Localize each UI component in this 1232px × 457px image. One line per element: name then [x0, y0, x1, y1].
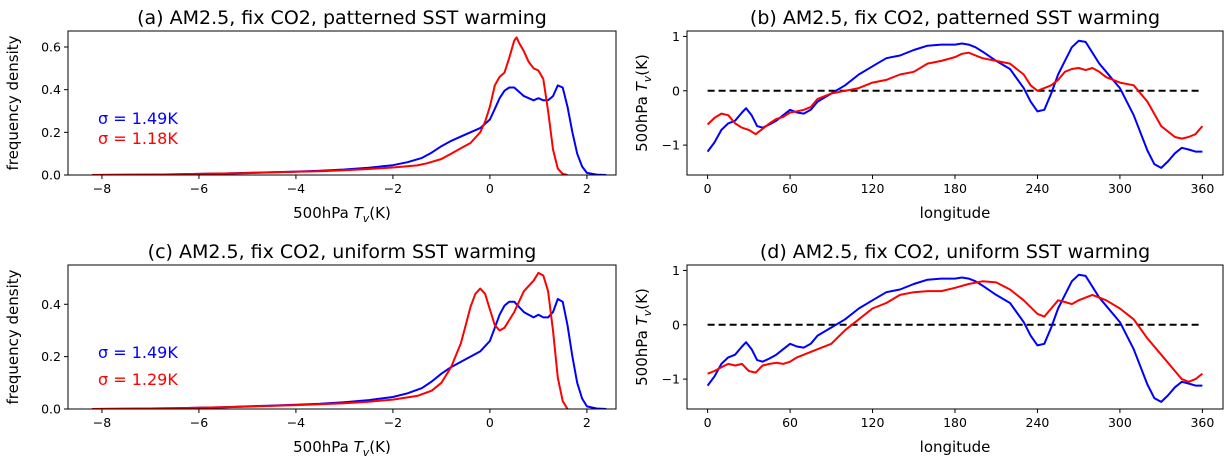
x-axis-label: 500hPa Tv(K) [293, 204, 391, 225]
panel-c: (c) AM2.5, fix CO2, uniform SST warming −… [4, 241, 617, 457]
series-line-red [707, 280, 1204, 383]
x-tick-label: 240 [1026, 415, 1050, 430]
y-tick-label: −1 [662, 372, 680, 387]
x-tick-label: 0 [704, 415, 712, 430]
y-tick-label: 0.0 [41, 168, 61, 183]
sigma-annotation: σ = 1.49K [98, 109, 178, 128]
axes-frame [67, 30, 617, 176]
x-tick-label: 240 [1026, 181, 1050, 196]
y-tick-label: 0.4 [41, 82, 61, 97]
series-line-blue [706, 273, 1203, 403]
y-tick-label: 0.2 [41, 125, 61, 140]
x-tick-label: 60 [782, 181, 798, 196]
axes-frame [686, 30, 1224, 176]
panel-b: (b) AM2.5, fix CO2, patterned SST warmin… [633, 7, 1224, 222]
sigma-annotation: σ = 1.49K [98, 343, 178, 362]
x-tick-label: −8 [93, 181, 111, 196]
panel-d: (d) AM2.5, fix CO2, uniform SST warming 0… [633, 241, 1224, 456]
x-tick-label: −2 [384, 415, 402, 430]
x-tick-label: −8 [93, 415, 111, 430]
y-axis-label: 500hPa Tv(K) [633, 288, 654, 386]
x-tick-label: 2 [583, 181, 591, 196]
x-tick-label: 180 [943, 181, 967, 196]
x-tick-label: −2 [384, 181, 402, 196]
panel-a: (a) AM2.5, fix CO2, patterned SST warmin… [4, 7, 617, 225]
chart-title: (a) AM2.5, fix CO2, patterned SST warmin… [137, 7, 547, 29]
chart-title: (d) AM2.5, fix CO2, uniform SST warming [760, 241, 1150, 263]
y-axis-label: frequency density [4, 35, 22, 170]
x-axis-label: 500hPa Tv(K) [293, 438, 391, 457]
x-tick-label: −6 [190, 181, 208, 196]
x-tick-label: 300 [1108, 415, 1132, 430]
x-tick-label: 0 [486, 181, 494, 196]
axes-frame [67, 264, 617, 410]
x-tick-label: −6 [190, 415, 208, 430]
sigma-annotation: σ = 1.18K [98, 129, 178, 148]
x-tick-label: 120 [861, 181, 885, 196]
y-tick-label: 1 [672, 29, 680, 44]
axes-frame [686, 264, 1224, 410]
sigma-annotation: σ = 1.29K [98, 370, 178, 389]
y-tick-label: 0 [672, 317, 680, 332]
y-tick-label: 1 [672, 263, 680, 278]
x-tick-label: 360 [1190, 415, 1214, 430]
x-tick-label: 300 [1108, 181, 1132, 196]
x-tick-label: 120 [861, 415, 885, 430]
chart-title: (b) AM2.5, fix CO2, patterned SST warmin… [750, 7, 1160, 29]
x-tick-label: 2 [583, 415, 591, 430]
y-tick-label: 0.4 [41, 297, 61, 312]
x-tick-label: 0 [486, 415, 494, 430]
x-tick-label: 60 [782, 415, 798, 430]
series-line-red [92, 36, 568, 175]
y-tick-label: −1 [662, 138, 680, 153]
x-tick-label: 360 [1190, 181, 1214, 196]
series-line-blue [706, 39, 1203, 169]
y-tick-label: 0 [672, 83, 680, 98]
x-axis-label: longitude [920, 204, 991, 222]
y-tick-label: 0.2 [41, 349, 61, 364]
series-line-red [706, 51, 1204, 140]
series-line-red [92, 271, 569, 409]
x-axis-label: longitude [920, 438, 991, 456]
y-axis-label: frequency density [4, 269, 22, 404]
chart-title: (c) AM2.5, fix CO2, uniform SST warming [148, 241, 537, 263]
x-tick-label: −4 [287, 181, 305, 196]
y-tick-label: 0.6 [41, 40, 61, 55]
x-tick-label: −4 [287, 415, 305, 430]
y-axis-label: 500hPa Tv(K) [633, 54, 654, 152]
y-tick-label: 0.0 [41, 402, 61, 417]
x-tick-label: 180 [943, 415, 967, 430]
x-tick-label: 0 [704, 181, 712, 196]
